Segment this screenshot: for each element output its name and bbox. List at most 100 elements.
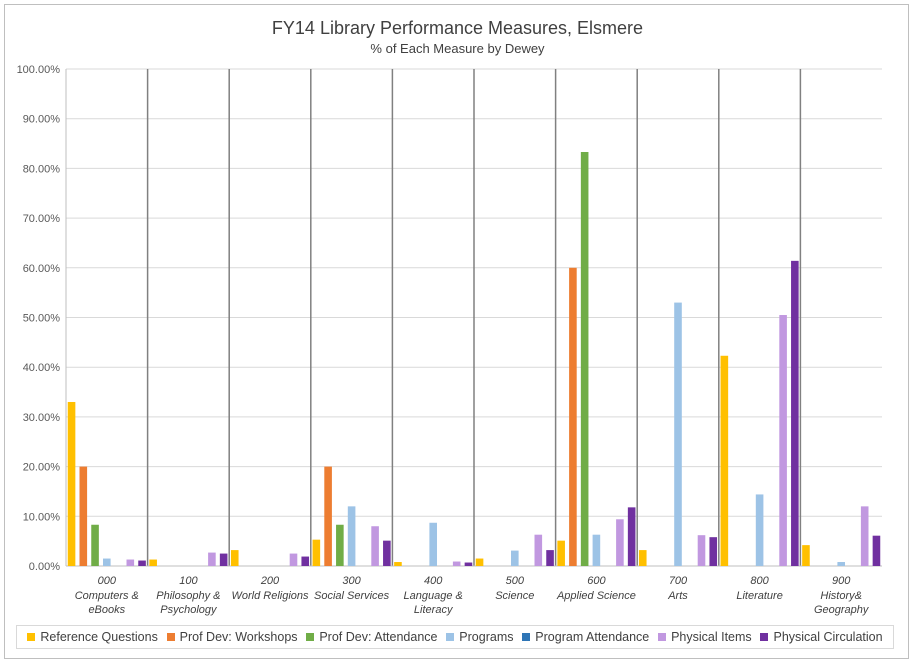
legend-swatch <box>27 633 36 641</box>
bar-programs <box>103 558 111 566</box>
bar-programs <box>592 534 601 566</box>
legend-item: Prof Dev: Attendance <box>306 630 437 644</box>
bar-physical-items <box>452 561 461 566</box>
x-tick-code: 900 <box>832 575 851 587</box>
x-tick-code: 100 <box>179 575 198 587</box>
legend-swatch <box>658 633 667 641</box>
bar-physical-circulation <box>219 553 228 566</box>
bar-physical-circulation <box>791 260 799 566</box>
bar-physical-circulation <box>383 540 391 566</box>
y-tick-label: 30.00% <box>23 412 61 424</box>
bar-physical-circulation <box>301 556 310 566</box>
bar-prof-dev-attendance <box>580 151 589 566</box>
legend-item: Physical Items <box>658 630 752 644</box>
chart-title: FY14 Library Performance Measures, Elsme… <box>271 18 644 38</box>
x-tick-label: Science <box>495 590 534 602</box>
bar-reference-questions <box>802 545 810 566</box>
bar-prof-dev-workshops <box>324 466 332 566</box>
bar-reference-questions <box>475 558 484 566</box>
y-tick-label: 0.00% <box>29 561 60 573</box>
y-tick-label: 40.00% <box>23 362 61 374</box>
y-tick-label: 90.00% <box>23 114 61 126</box>
bar-physical-items <box>534 534 543 566</box>
x-tick-label: History& <box>820 590 862 602</box>
bar-reference-questions <box>720 355 729 566</box>
y-tick-label: 20.00% <box>23 462 61 474</box>
legend-item: Physical Circulation <box>760 630 883 644</box>
x-tick-label: Philosophy & <box>156 590 220 602</box>
bar-physical-circulation <box>872 535 881 566</box>
legend-swatch <box>306 633 315 641</box>
x-tick-label: Language & <box>404 590 463 602</box>
legend-item: Prof Dev: Workshops <box>166 630 298 644</box>
y-tick-label: 60.00% <box>23 263 61 275</box>
bar-physical-items <box>208 552 216 566</box>
bar-programs <box>755 494 764 566</box>
x-tick-label: Arts <box>667 590 688 602</box>
legend-swatch <box>446 633 455 641</box>
legend-label: Reference Questions <box>40 630 158 644</box>
bar-programs <box>429 522 437 566</box>
bar-prof-dev-workshops <box>79 466 88 566</box>
x-tick-label: Applied Science <box>556 590 636 602</box>
legend-label: Physical Circulation <box>773 630 883 644</box>
x-tick-label: Literature <box>736 590 782 602</box>
legend-swatch <box>522 633 531 641</box>
x-tick-code: 700 <box>669 575 688 587</box>
bar-reference-questions <box>557 540 565 566</box>
bar-programs <box>837 562 845 566</box>
x-tick-label: Literacy <box>414 604 454 616</box>
legend-label: Programs <box>459 630 514 644</box>
bar-reference-questions <box>394 562 402 566</box>
bar-physical-items <box>616 519 624 566</box>
chart-subtitle: % of Each Measure by Dewey <box>370 41 545 56</box>
bar-reference-questions <box>230 550 239 566</box>
x-tick-label: Geography <box>814 604 870 616</box>
x-tick-code: 300 <box>342 575 361 587</box>
legend-label: Prof Dev: Workshops <box>179 630 298 644</box>
legend-label: Physical Items <box>671 630 752 644</box>
bar-physical-items <box>779 315 787 566</box>
x-tick-label: Psychology <box>160 604 218 616</box>
bar-physical-circulation <box>546 550 554 566</box>
x-tick-code: 600 <box>587 575 606 587</box>
bar-reference-questions <box>638 550 647 566</box>
legend-label: Prof Dev: Attendance <box>319 630 438 644</box>
bar-reference-questions <box>67 401 76 566</box>
bar-physical-items <box>126 559 135 566</box>
bar-programs <box>511 550 519 566</box>
legend-item: Programs <box>446 630 513 644</box>
legend-item: Program Attendance <box>522 630 649 644</box>
x-tick-code: 400 <box>424 575 443 587</box>
legend-item: Reference Questions <box>27 630 158 644</box>
bar-reference-questions <box>149 559 157 566</box>
x-tick-code: 200 <box>260 575 280 587</box>
x-tick-code: 000 <box>98 575 117 587</box>
chart-legend: Reference Questions Prof Dev: Workshops Pr… <box>16 625 894 649</box>
bar-physical-items <box>289 553 298 566</box>
bar-physical-circulation <box>627 507 636 566</box>
x-tick-code: 500 <box>506 575 525 587</box>
plot-area: 0.00% 10.00% 20.00% 30.00% 40.00% 50.00% 60.00… <box>17 64 882 616</box>
legend-swatch <box>166 633 175 641</box>
bar-prof-dev-attendance <box>91 524 99 566</box>
x-tick-code: 800 <box>750 575 769 587</box>
bar-prof-dev-workshops <box>569 267 577 566</box>
bar-reference-questions <box>312 539 321 566</box>
bar-physical-items <box>371 526 379 566</box>
legend-label: Program Attendance <box>535 630 650 644</box>
bar-programs <box>347 506 356 566</box>
bar-physical-items <box>697 535 706 566</box>
y-tick-label: 80.00% <box>23 163 61 175</box>
x-tick-label: Social Services <box>314 590 390 602</box>
bar-prof-dev-attendance <box>336 524 344 566</box>
y-tick-label: 50.00% <box>23 313 61 325</box>
x-tick-label: World Religions <box>231 590 309 602</box>
bar-physical-circulation <box>464 562 473 566</box>
bar-programs <box>674 302 682 566</box>
y-tick-label: 70.00% <box>23 213 61 225</box>
legend-swatch <box>760 633 769 641</box>
bar-physical-circulation <box>138 560 146 566</box>
x-tick-label: Computers & <box>75 590 139 602</box>
y-tick-label: 100.00% <box>17 64 61 76</box>
